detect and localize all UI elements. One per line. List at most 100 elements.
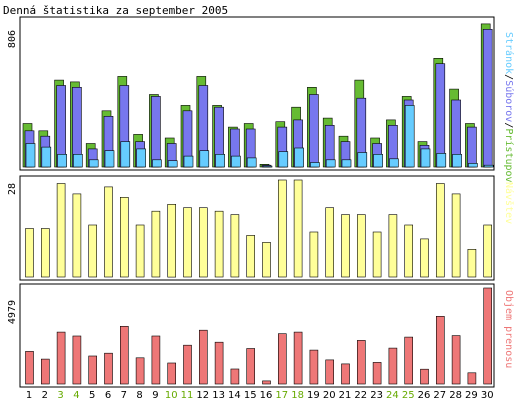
- x-tick-day-28: 28: [449, 390, 462, 401]
- bar-Objem prenosu-8: [135, 357, 145, 385]
- bar-Stránok-26: [420, 148, 431, 168]
- bar-Objem prenosu-2: [40, 358, 50, 385]
- bar-Návštev-2: [40, 228, 50, 278]
- bar-Stránok-2: [41, 146, 52, 168]
- bar-Stránok-19: [310, 162, 320, 168]
- series-Objem prenosu: [25, 287, 493, 385]
- bar-Objem prenosu-17: [277, 333, 287, 385]
- bar-Návštev-3: [56, 183, 66, 278]
- bar-Návštev-16: [262, 242, 271, 278]
- bar-Stránok-23: [373, 154, 383, 168]
- bar-Stránok-18: [294, 147, 304, 168]
- bar-Stránok-6: [104, 150, 115, 168]
- bar-Objem prenosu-19: [309, 349, 319, 385]
- bar-Stránok-12: [199, 150, 210, 168]
- legend-entry-Stránok: Stránok: [503, 32, 515, 74]
- x-tick-day-19: 19: [307, 390, 320, 401]
- bar-Stránok-15: [246, 157, 257, 168]
- bar-Objem prenosu-18: [293, 331, 303, 385]
- bar-Návštev-30: [483, 224, 493, 278]
- bar-Objem prenosu-14: [230, 368, 240, 385]
- panel-visits: 28 Návštev: [7, 175, 515, 281]
- bar-Objem prenosu-27: [435, 315, 445, 385]
- x-axis-day-labels: 1 2 3 4 5 6 7 8 9 10 11 12 13 14 15 16 17 18 19 20 21 22 23 24 2…: [26, 390, 494, 401]
- bar-Objem prenosu-1: [25, 351, 34, 385]
- bar-Návštev-12: [199, 207, 208, 278]
- bar-Návštev-11: [183, 207, 192, 278]
- bar-Súborov-27: [435, 63, 446, 168]
- series-Stránok: [25, 105, 494, 168]
- bar-Stránok-14: [231, 155, 241, 168]
- bar-Návštev-29: [467, 249, 477, 278]
- x-tick-day-3: 3: [57, 390, 63, 401]
- x-tick-day-8: 8: [136, 390, 142, 401]
- bar-Stránok-20: [325, 159, 336, 168]
- legend-entry-Návštev: Návštev: [503, 182, 515, 224]
- bar-Stránok-30: [483, 164, 494, 168]
- bar-Stránok-29: [468, 163, 478, 168]
- bar-Súborov-30: [482, 28, 493, 168]
- bar-Návštev-10: [167, 204, 176, 278]
- bar-Stránok-5: [88, 159, 99, 168]
- x-tick-day-20: 20: [323, 390, 336, 401]
- x-tick-day-1: 1: [26, 390, 32, 401]
- bar-Návštev-28: [451, 193, 461, 278]
- x-tick-day-5: 5: [89, 390, 95, 401]
- bar-Objem prenosu-23: [372, 362, 382, 385]
- x-tick-day-22: 22: [354, 390, 367, 401]
- bar-Návštev-25: [404, 224, 414, 278]
- x-tick-day-7: 7: [121, 390, 127, 401]
- x-tick-day-10: 10: [165, 390, 178, 401]
- bar-Stránok-17: [278, 151, 289, 168]
- x-tick-day-29: 29: [465, 390, 478, 401]
- bar-Návštev-13: [214, 210, 224, 278]
- legend-separator: /: [503, 122, 514, 128]
- bar-Objem prenosu-9: [151, 335, 161, 385]
- y-max-label: 4979: [7, 300, 18, 324]
- bar-Objem prenosu-7: [120, 325, 129, 385]
- bar-Objem prenosu-12: [199, 329, 208, 385]
- bar-Súborov-19: [309, 94, 319, 168]
- bar-Návštev-26: [420, 238, 429, 278]
- panel-frame: [19, 175, 495, 281]
- bar-Objem prenosu-16: [262, 380, 271, 385]
- x-tick-day-2: 2: [42, 390, 48, 401]
- chart-title: Denná štatistika za september 2005: [3, 4, 228, 17]
- bar-Stránok-10: [167, 160, 178, 168]
- x-tick-day-21: 21: [339, 390, 352, 401]
- bar-Návštev-19: [309, 231, 319, 278]
- x-tick-day-25: 25: [402, 390, 415, 401]
- bar-Objem prenosu-13: [214, 341, 224, 385]
- bar-Objem prenosu-24: [388, 347, 398, 385]
- bar-Návštev-7: [120, 197, 129, 278]
- bar-Objem prenosu-30: [483, 287, 493, 385]
- bar-Stránok-25: [404, 105, 415, 168]
- bar-Súborov-29: [467, 126, 477, 168]
- legend-bytes: Objem prenosu: [503, 290, 514, 368]
- bar-Návštev-23: [372, 231, 382, 278]
- bar-Stránok-13: [215, 154, 225, 168]
- x-tick-day-13: 13: [212, 390, 225, 401]
- bar-Objem prenosu-11: [183, 344, 192, 385]
- bar-Objem prenosu-6: [104, 352, 113, 385]
- x-tick-day-23: 23: [370, 390, 383, 401]
- legend-entry-Objem prenosu: Objem prenosu: [503, 290, 514, 368]
- bar-Stránok-3: [57, 154, 67, 168]
- x-tick-day-30: 30: [481, 390, 494, 401]
- y-max-label: 28: [7, 183, 18, 195]
- bar-Návštev-27: [435, 183, 445, 278]
- bar-Návštev-6: [104, 186, 113, 278]
- panel-frame: [19, 283, 495, 388]
- panel-bytes: 4979 Objem prenosu: [7, 283, 514, 388]
- bar-Objem prenosu-22: [356, 340, 366, 385]
- bar-Návštev-8: [135, 224, 145, 278]
- bar-Stránok-9: [152, 159, 162, 168]
- bar-Súborov-9: [151, 96, 161, 168]
- bar-Stránok-1: [25, 143, 36, 168]
- bar-Stránok-21: [341, 159, 352, 168]
- legend-entry-Prístupov: Prístupov: [503, 128, 515, 182]
- bar-Stránok-11: [183, 155, 194, 168]
